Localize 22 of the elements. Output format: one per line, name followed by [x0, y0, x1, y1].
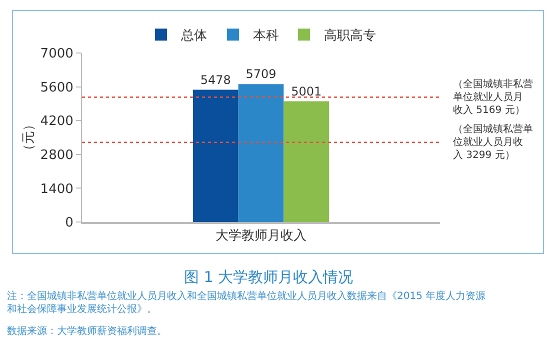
ref-line-label: （全国城镇非私营单位就业人员月收入 5169 元） [453, 78, 533, 116]
legend-label: 本科 [253, 28, 279, 44]
bar [284, 101, 330, 222]
legend-label: 总体 [180, 28, 207, 44]
data-label: 5709 [246, 67, 276, 82]
y-tick-label: 4200 [40, 114, 74, 130]
source-note: 数据来源：大学教师薪资福利调查。 [7, 325, 167, 337]
y-tick-label: 1400 [40, 182, 74, 197]
ref-line-label: （全国城镇私营单位就业人员月收入 3299 元） [453, 123, 533, 161]
y-tick-label: 5600 [40, 80, 74, 96]
data-label: 5478 [200, 72, 231, 87]
text: 图 1 大学教师月收入情况 [184, 268, 354, 286]
y-tick-label: 0 [65, 216, 74, 231]
y-tick-label: 7000 [40, 46, 74, 62]
data-label: 5001 [291, 84, 322, 98]
y-axis-title: （元） [21, 118, 36, 157]
x-tick-label: 大学教师月收入 [216, 228, 306, 244]
y-tick-label: 2800 [40, 148, 74, 163]
text: 注：全国城镇非私营单位就业人员月收入和全国城镇私营单位就业人员月收入数据来自《2015 年度人力资源和社会保障事业发展统计公报》。 [7, 290, 486, 315]
bar [192, 90, 238, 222]
bar [238, 84, 284, 222]
legend-label: 高职高专 [324, 28, 376, 44]
